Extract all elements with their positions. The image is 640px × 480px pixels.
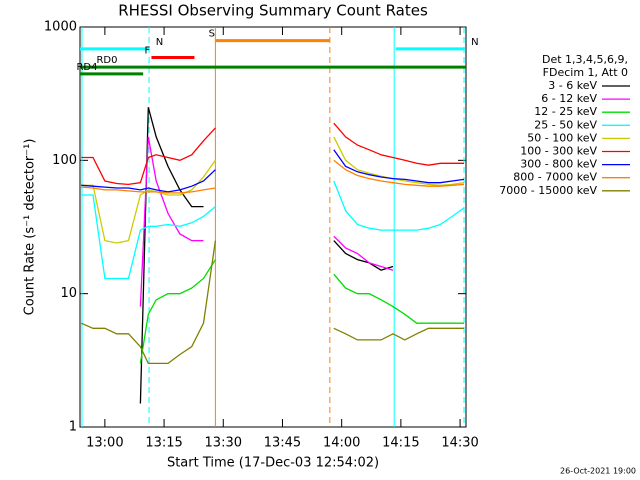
y-tick-label: 10 bbox=[60, 286, 77, 301]
x-axis-label: Start Time (17-Dec-03 12:54:02) bbox=[167, 456, 379, 471]
series-line bbox=[81, 169, 216, 193]
flag-label: RD4 bbox=[76, 62, 97, 73]
x-tick-label: 13:45 bbox=[264, 436, 301, 451]
flag-label: S bbox=[209, 29, 215, 40]
legend-label: 7000 - 15000 keV bbox=[499, 184, 597, 197]
series-line bbox=[333, 180, 465, 231]
legend-title: Det 1,3,4,5,6,9, bbox=[542, 53, 628, 66]
y-tick-label: 100 bbox=[52, 153, 77, 168]
plot-frame bbox=[79, 26, 467, 428]
series-line bbox=[333, 273, 464, 324]
legend-label: 6 - 12 keV bbox=[541, 92, 597, 105]
series-line bbox=[333, 159, 465, 187]
series-line bbox=[80, 240, 217, 365]
flag-label: N bbox=[156, 37, 163, 48]
series-line bbox=[81, 194, 216, 280]
legend-label: 25 - 50 keV bbox=[534, 118, 597, 131]
series-line bbox=[333, 327, 464, 341]
legend-label: 12 - 25 keV bbox=[534, 105, 597, 118]
x-tick-label: 14:30 bbox=[441, 436, 478, 451]
legend-label: 100 - 300 keV bbox=[520, 145, 597, 158]
chart-title: RHESSI Observing Summary Count Rates bbox=[118, 2, 428, 20]
x-tick-label: 13:30 bbox=[205, 436, 242, 451]
footer: 26-Oct-2021 19:00 bbox=[560, 467, 636, 476]
x-tick-label: 13:00 bbox=[86, 436, 123, 451]
x-tick-label: 14:15 bbox=[382, 436, 419, 451]
y-tick-label: 1 bbox=[69, 420, 77, 435]
series-line bbox=[139, 107, 204, 404]
y-tick-label: 1000 bbox=[44, 20, 77, 35]
series-line bbox=[333, 240, 394, 271]
series-line bbox=[139, 136, 204, 307]
y-axis-label: Count Rate (s⁻¹ detector⁻¹) bbox=[23, 139, 38, 316]
series-line bbox=[333, 235, 394, 271]
flag-label: RD0 bbox=[96, 55, 117, 66]
legend-label: 800 - 7000 keV bbox=[513, 171, 597, 184]
series-line bbox=[333, 122, 464, 166]
x-tick-label: 14:00 bbox=[323, 436, 360, 451]
legend-label: 300 - 800 keV bbox=[520, 158, 597, 171]
x-tick-label: 13:15 bbox=[145, 436, 182, 451]
series-line bbox=[333, 149, 465, 184]
series-line bbox=[333, 136, 465, 186]
legend-label: 50 - 100 keV bbox=[527, 131, 597, 144]
flag-label: N bbox=[471, 37, 478, 48]
series-line bbox=[81, 186, 216, 194]
series-line bbox=[139, 259, 216, 364]
legend-title: FDecim 1, Att 0 bbox=[543, 66, 628, 79]
series-line bbox=[81, 127, 216, 186]
flag-label: F bbox=[145, 46, 151, 57]
series-line bbox=[81, 159, 216, 244]
legend-label: 3 - 6 keV bbox=[548, 79, 597, 92]
